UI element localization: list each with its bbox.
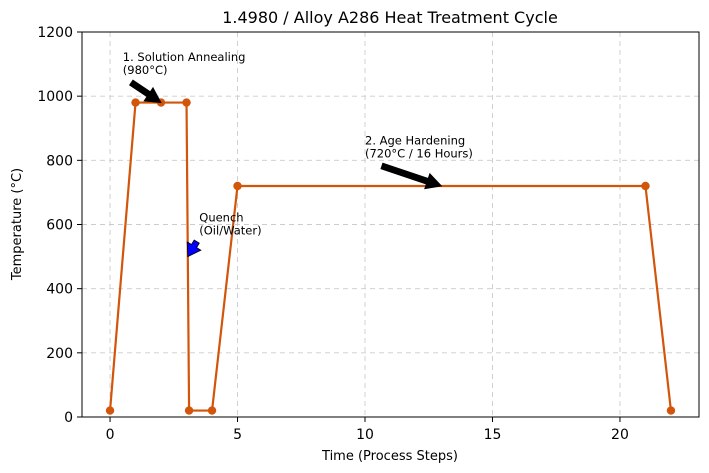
series-layer <box>105 98 676 415</box>
x-tick-label: 5 <box>233 427 242 443</box>
y-axis-label: Temperature (°C) <box>10 168 25 281</box>
y-tick-label: 1200 <box>37 25 73 41</box>
annotation-text: 1. Solution Annealing (980°C) <box>123 50 246 77</box>
annotations-layer: 1. Solution Annealing (980°C) Quench (Oil/W… <box>123 50 473 258</box>
y-tick-label: 1000 <box>37 89 73 105</box>
x-tick-label: 20 <box>611 427 629 443</box>
data-point <box>105 406 115 415</box>
x-tick-label: 15 <box>484 427 502 443</box>
data-point <box>641 181 650 191</box>
annotation-arrow <box>128 79 162 104</box>
y-tick-label: 200 <box>46 346 73 362</box>
y-tick-label: 400 <box>46 282 73 298</box>
x-tick-label: 10 <box>356 427 374 443</box>
annotation-text: 2. Age Hardening (720°C / 16 Hours) <box>365 133 473 160</box>
data-point <box>233 181 242 191</box>
annotation-arrow <box>186 239 202 258</box>
data-point <box>131 98 140 107</box>
y-tick-label: 600 <box>46 218 73 234</box>
y-tick-label: 0 <box>64 410 73 426</box>
y-tick-label: 800 <box>46 153 73 169</box>
data-point <box>207 406 217 415</box>
x-axis: 0 5 10 15 20 <box>106 417 629 443</box>
annotation-arrow <box>380 162 443 190</box>
annotation-text: Quench (Oil/Water) <box>199 210 261 237</box>
chart-title: 1.4980 / Alloy A286 Heat Treatment Cycle <box>222 8 558 27</box>
data-point <box>182 98 191 107</box>
data-point <box>666 406 676 415</box>
x-axis-label: Time (Process Steps) <box>321 449 458 464</box>
y-axis: 0 200 400 600 800 1000 1200 <box>37 25 82 426</box>
x-tick-label: 0 <box>106 427 115 443</box>
data-point <box>184 406 194 415</box>
